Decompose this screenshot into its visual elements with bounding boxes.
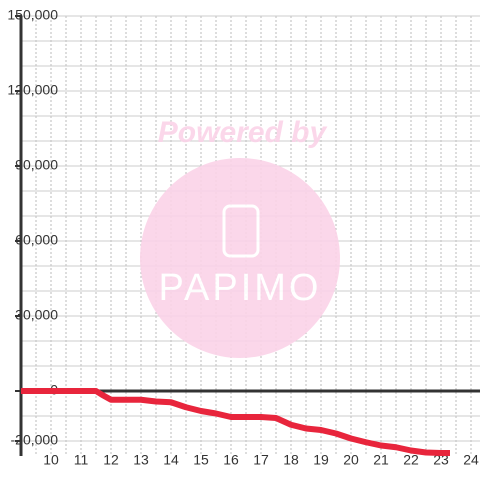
y-tick-label: -20,000 — [11, 432, 59, 448]
line — [21, 388, 450, 456]
watermark-icon — [222, 204, 260, 258]
x-tick-label: 19 — [313, 452, 329, 468]
x-tick-label: 11 — [74, 452, 89, 468]
y-tick-label: 30,000 — [15, 307, 58, 323]
y-tick-label: 60,000 — [15, 232, 58, 248]
y-tick-label: 120,000 — [7, 82, 58, 98]
watermark-title: Powered by — [158, 116, 328, 149]
x-tick-label: 15 — [193, 452, 209, 468]
y-tick-label: 150,000 — [7, 7, 58, 23]
x-tick-label: 16 — [223, 452, 239, 468]
watermark: Powered by PAPIMO — [140, 116, 340, 358]
x-tick-label: 17 — [253, 452, 269, 468]
x-tick-label: 20 — [343, 452, 359, 468]
watermark-circle — [140, 158, 340, 358]
y-tick-label: 90,000 — [15, 157, 58, 173]
x-tick-label: 22 — [403, 452, 419, 468]
x-tick-label: 18 — [283, 452, 299, 468]
x-tick-label: 10 — [43, 452, 59, 468]
x-tick-label: 13 — [133, 452, 149, 468]
x-tick-label: 14 — [163, 452, 179, 468]
watermark-brand: PAPIMO — [159, 267, 322, 309]
x-tick-label: 24 — [463, 452, 479, 468]
x-tick-label: 21 — [373, 452, 389, 468]
x-tick-label: 12 — [103, 452, 119, 468]
